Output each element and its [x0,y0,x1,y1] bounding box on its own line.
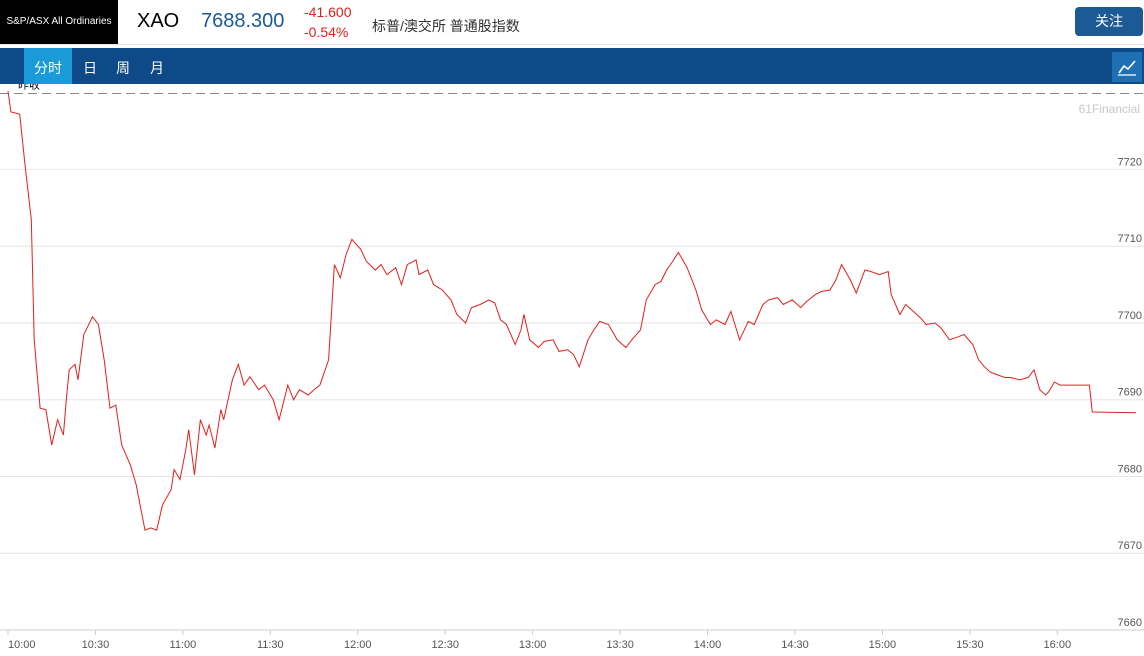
y-tick-label: 7710 [1118,233,1142,245]
x-tick-label: 15:00 [869,639,897,651]
tab[interactable]: 日 [83,60,97,76]
price-line [7,91,1137,531]
follow-button[interactable]: 关注 [1075,7,1143,36]
y-tick-label: 7680 [1118,463,1142,475]
x-tick-label: 11:30 [257,639,284,651]
x-tick-label: 14:30 [781,639,809,651]
y-tick-label: 7670 [1118,540,1142,552]
tab[interactable]: 分时 [24,48,72,84]
change-pct: -0.54% [304,24,349,40]
x-tick-label: 11:00 [170,639,197,651]
y-tick-label: 7720 [1118,156,1142,168]
tab[interactable]: 月 [150,60,164,76]
icon [1118,60,1136,76]
index-name: 标普/澳交所 普通股指数 [372,18,520,34]
x-tick-label: 13:30 [606,639,634,651]
x-tick-label: 10:30 [82,639,110,651]
x-tick-label: 12:30 [431,639,459,651]
y-tick-label: 7700 [1118,310,1142,322]
icon-line [1118,60,1136,74]
x-tick-label: 10:00 [8,639,36,651]
y-tick-label: 7660 [1118,617,1142,629]
y-tick-label: 7690 [1118,387,1142,399]
x-tick-label: 12:00 [344,639,372,651]
tab-bar: 分时 日 周 月 [0,48,1144,84]
symbol: XAO [137,10,180,32]
chart-type-button[interactable] [1112,52,1142,82]
logo: S&P/ASX All Ordinaries [0,0,118,44]
change: -41.600 [304,4,352,20]
x-tick-label: 13:00 [519,639,547,651]
watermark: 61Financial [1079,102,1140,116]
price: 7688.300 [201,10,285,32]
tab[interactable]: 周 [116,60,130,76]
x-tick-label: 15:30 [956,639,984,651]
header: S&P/ASX All Ordinaries XAO 7688.300 -41.… [0,0,1144,45]
x-tick-label: 14:00 [694,639,722,651]
x-tick-label: 16:00 [1044,639,1072,651]
